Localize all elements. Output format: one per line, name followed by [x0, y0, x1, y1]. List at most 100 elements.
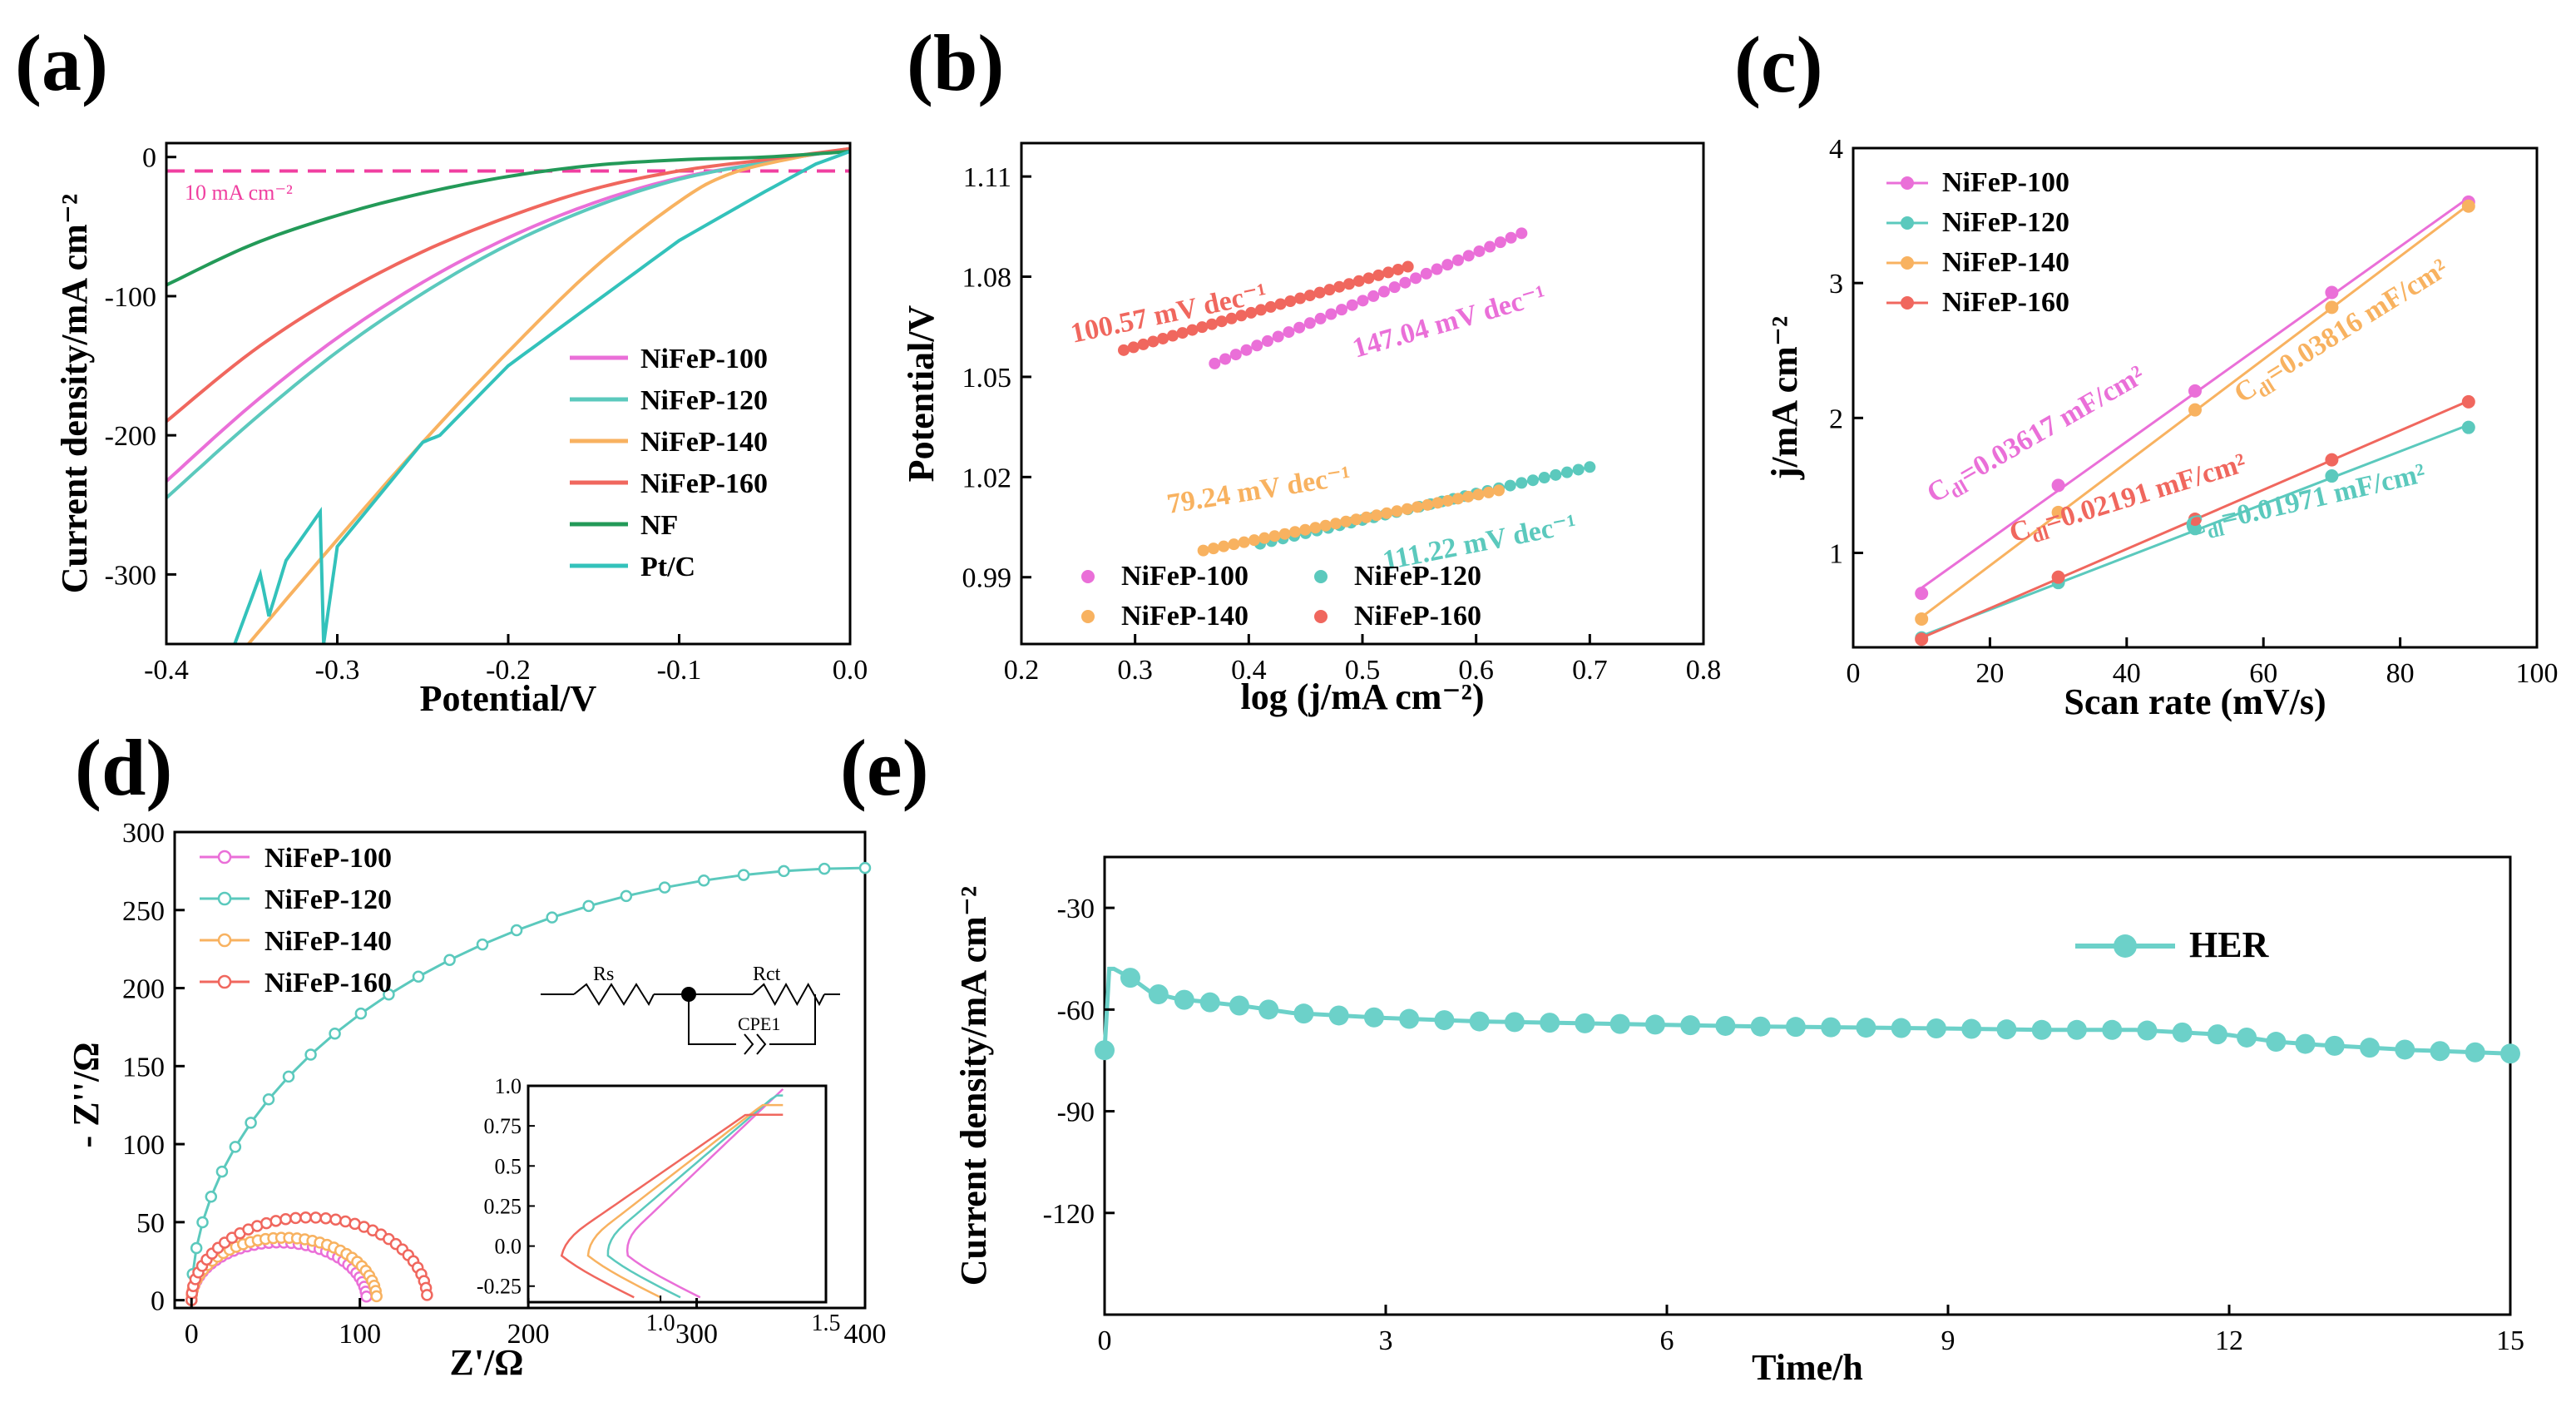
- data-point: [443, 954, 456, 966]
- legend-entry: NiFeP-140: [1942, 247, 2069, 278]
- data-point: [2102, 1019, 2123, 1040]
- data-point: [319, 1211, 332, 1225]
- series-nifep-140: [1915, 199, 2475, 626]
- data-point: [1176, 327, 1189, 339]
- data-point: [1303, 317, 1316, 329]
- y-tick-label: 1.05: [962, 363, 1012, 394]
- data-point: [778, 865, 790, 878]
- y-tick-label: -120: [1043, 1199, 1095, 1230]
- inset-y-tick-label: 0.5: [495, 1154, 522, 1178]
- plot-area-a: [166, 146, 850, 644]
- series-nifep-100: [1209, 227, 1528, 369]
- data-point: [1219, 353, 1232, 365]
- panel-c: (c) 0 20 40 60 80 100 1 2 3 4 Scan rate (mV/s) j/mA …: [1734, 20, 2559, 722]
- legend-entry: NiFeP-100: [265, 843, 392, 874]
- equivalent-circuit: Rs Rct CPE1: [541, 964, 840, 1055]
- data-point: [304, 1048, 317, 1061]
- data-point: [1505, 231, 1517, 244]
- x-tick-label: 0.0: [833, 655, 868, 686]
- series-her: [1095, 966, 2520, 1064]
- data-point: [1215, 315, 1228, 328]
- y-axis-label: - Z''/Ω: [66, 1043, 106, 1148]
- data-point: [1367, 290, 1380, 302]
- legend-entry: NiFeP-140: [1121, 601, 1248, 632]
- y-tick-label: 1.08: [962, 263, 1012, 294]
- data-point: [1515, 227, 1528, 240]
- x-tick-label: -0.4: [144, 655, 189, 686]
- data-point: [1961, 1018, 1982, 1039]
- data-point: [1821, 1017, 1842, 1038]
- data-point: [1209, 357, 1221, 369]
- data-point: [2237, 1027, 2257, 1048]
- data-point: [1323, 284, 1336, 296]
- legend-marker: [217, 891, 232, 906]
- data-point: [2051, 570, 2065, 584]
- legend-marker: [1901, 256, 1914, 270]
- data-point: [2266, 1032, 2287, 1053]
- plot-frame-d: [173, 830, 867, 1310]
- x-tick-label: 0.5: [1345, 655, 1381, 686]
- data-point: [190, 1241, 203, 1255]
- x-axis-label: Potential/V: [420, 678, 597, 719]
- data-point: [1399, 276, 1412, 289]
- series-nifep-140: [1197, 484, 1505, 557]
- legend-marker: [1081, 570, 1095, 583]
- y-tick-label: 2: [1829, 404, 1843, 434]
- data-point: [1174, 989, 1194, 1010]
- data-point: [262, 1092, 275, 1106]
- data-point: [1538, 472, 1550, 484]
- x-tick-label: 0.2: [1004, 655, 1040, 686]
- legend-entry: NiFeP-100: [1942, 167, 2069, 198]
- data-point: [1644, 1014, 1665, 1035]
- data-point: [1527, 474, 1539, 487]
- data-point: [360, 1291, 373, 1303]
- x-tick-label: 60: [2249, 658, 2277, 689]
- data-point: [1584, 461, 1596, 473]
- data-point: [1381, 507, 1393, 519]
- data-point: [1325, 308, 1337, 320]
- x-tick-label: 100: [2516, 658, 2559, 689]
- x-tick-label: 15: [2496, 1325, 2524, 1356]
- y-axis-label: Current density/mA cm⁻²: [54, 194, 95, 593]
- x-tick-label: 0.6: [1458, 655, 1494, 686]
- y-axis-label: j/mA cm⁻²: [1764, 316, 1805, 480]
- legend-entry: NiFeP-120: [1942, 207, 2069, 238]
- legend-entry: NiFeP-100: [640, 344, 768, 374]
- inset-y-tick-label: -0.25: [477, 1275, 522, 1299]
- data-point: [1251, 339, 1263, 352]
- data-point: [1148, 984, 1169, 1004]
- data-point: [1328, 1005, 1349, 1026]
- x-tick-label: 200: [507, 1319, 550, 1350]
- data-point: [1272, 330, 1284, 343]
- x-tick-label: 12: [2215, 1325, 2243, 1356]
- x-tick-label: 40: [2113, 658, 2141, 689]
- x-axis-label: Time/h: [1752, 1347, 1863, 1388]
- inset-y-tick-label: 1.0: [495, 1074, 522, 1098]
- y-tick-label: -300: [105, 560, 156, 591]
- data-point: [1197, 544, 1209, 557]
- data-point: [1370, 509, 1382, 522]
- data-point: [1238, 536, 1250, 548]
- data-point: [1431, 263, 1443, 275]
- y-tick-label: 0: [151, 1286, 165, 1317]
- x-tick-label: 0.8: [1686, 655, 1722, 686]
- data-point: [1472, 488, 1485, 501]
- data-point: [1360, 511, 1372, 523]
- legend-entry: NiFeP-100: [1121, 561, 1248, 592]
- data-point: [1392, 263, 1404, 275]
- data-point: [1996, 1019, 2017, 1040]
- legend-marker: [1901, 216, 1914, 230]
- x-tick-label: 100: [339, 1319, 381, 1350]
- data-point: [1258, 532, 1271, 544]
- tafel-slope-label: 79.24 mV dec⁻¹: [1164, 460, 1352, 519]
- data-point: [1186, 324, 1199, 336]
- data-point: [546, 911, 558, 924]
- data-point: [1229, 349, 1242, 361]
- data-point: [620, 889, 633, 903]
- data-point: [1120, 968, 1140, 988]
- data-point: [1268, 530, 1281, 542]
- data-point: [1357, 295, 1369, 307]
- data-point: [1504, 1012, 1525, 1033]
- x-tick-label: 9: [1941, 1325, 1955, 1356]
- data-point: [282, 1070, 295, 1083]
